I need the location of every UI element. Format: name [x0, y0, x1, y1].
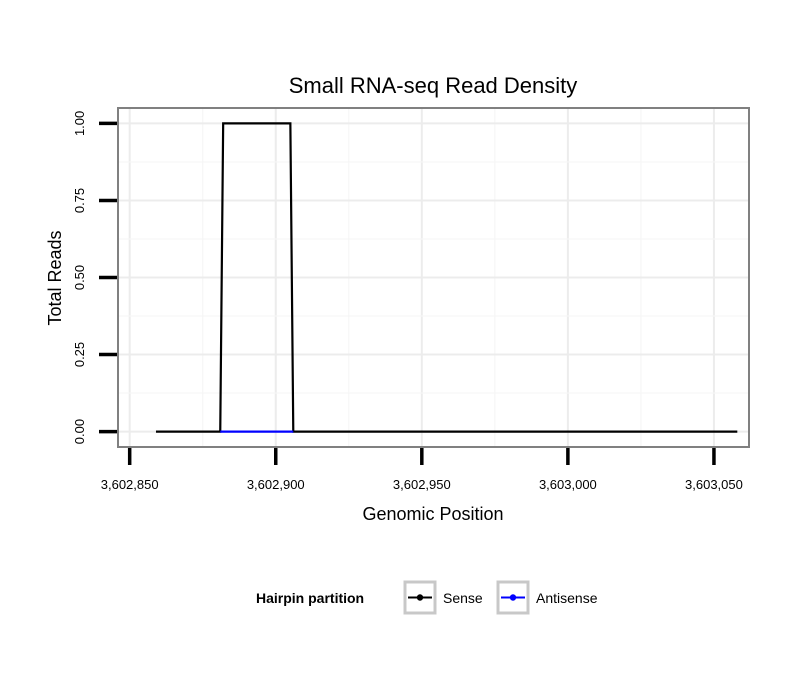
y-tick-label: 0.50 — [72, 265, 87, 290]
y-axis: 0.00 0.25 0.50 0.75 1.00 — [72, 111, 117, 444]
y-tick-label: 0.75 — [72, 188, 87, 213]
y-axis-label: Total Reads — [45, 230, 65, 325]
plot-border — [117, 107, 750, 448]
legend: Hairpin partition Sense Antisense — [256, 580, 598, 615]
y-tick-label: 0.25 — [72, 342, 87, 367]
x-tick-label: 3,602,950 — [393, 477, 451, 492]
legend-key-point — [509, 594, 517, 601]
y-tick-label: 1.00 — [72, 111, 87, 136]
series-lines — [155, 122, 738, 433]
series-line-sense — [155, 122, 738, 433]
x-tick-label: 3,603,000 — [539, 477, 597, 492]
chart-title: Small RNA-seq Read Density — [289, 73, 578, 98]
x-axis: 3,602,850 3,602,900 3,602,950 3,603,000 3,60… — [101, 448, 743, 492]
legend-label-sense: Sense — [443, 590, 483, 606]
y-tick-label: 0.00 — [72, 419, 87, 444]
x-tick-label: 3,603,050 — [685, 477, 743, 492]
legend-title: Hairpin partition — [256, 590, 364, 606]
legend-label-antisense: Antisense — [536, 590, 598, 606]
legend-key-point — [416, 594, 424, 601]
x-tick-label: 3,602,850 — [101, 477, 159, 492]
x-axis-label: Genomic Position — [362, 504, 503, 524]
x-tick-label: 3,602,900 — [247, 477, 305, 492]
